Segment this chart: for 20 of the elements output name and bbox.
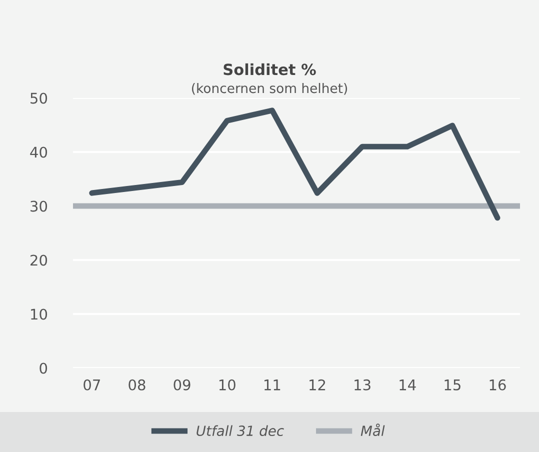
x-tick-label: 08 [128,379,146,390]
x-tick-label: 13 [354,379,370,390]
y-tick-label: 20 [30,254,48,266]
x-tick-label: 07 [84,379,100,390]
legend-label: Utfall 31 dec [196,425,284,436]
y-tick-label: 50 [30,92,48,104]
x-tick-label: 14 [400,380,416,390]
x-tick-label: 16 [490,379,506,390]
x-tick-label: 11 [264,380,280,390]
chart-subtitle: (koncernen som helhet) [192,82,348,95]
x-tick-label: 12 [310,379,326,390]
legend-label: Mål [360,424,385,436]
x-tick-label: 09 [174,379,190,390]
x-tick-label: 10 [219,379,236,390]
y-tick-label: 0 [40,362,48,374]
x-tick-label: 15 [444,380,460,390]
chart-title: Soliditet % [224,63,316,76]
y-tick-label: 10 [31,308,48,320]
y-tick-label: 30 [30,200,48,212]
y-tick-label: 40 [30,146,48,158]
